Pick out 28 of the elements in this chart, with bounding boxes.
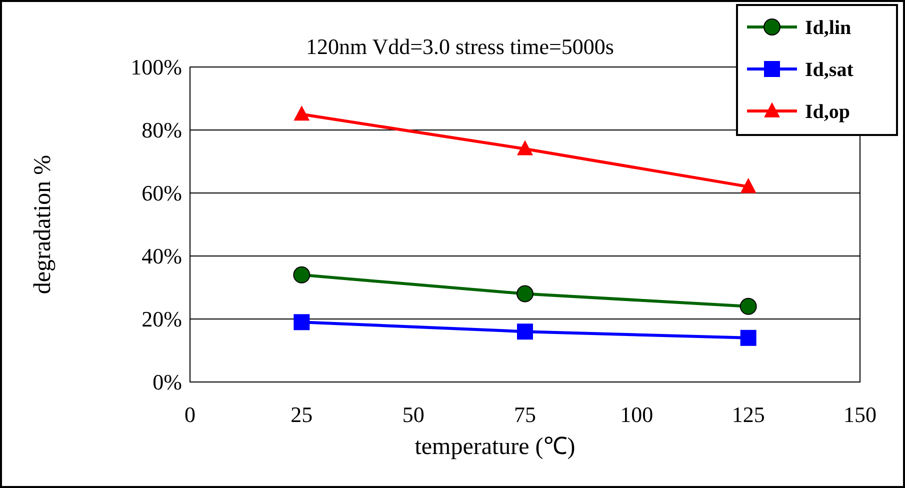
x-tick-label: 125 — [732, 402, 765, 427]
point — [294, 314, 310, 330]
y-tick-label: 0% — [152, 370, 182, 395]
x-axis-title: temperature (℃) — [414, 434, 576, 460]
point — [293, 266, 310, 284]
y-tick-label: 80% — [142, 118, 182, 143]
point — [740, 330, 756, 346]
point — [516, 285, 534, 302]
y-tick-label: 60% — [142, 180, 182, 206]
x-tick-label: 100 — [620, 402, 654, 427]
x-tick-label: 0 — [184, 402, 196, 427]
legend-label: Id,op — [805, 101, 850, 123]
point — [517, 324, 533, 340]
legend-label: Id,lin — [805, 17, 852, 39]
y-tick-label: 100% — [130, 54, 182, 80]
x-tick-label: 150 — [844, 402, 876, 427]
x-tick-label: 75 — [514, 402, 536, 427]
x-tick-label: 25 — [290, 402, 313, 427]
chart-title: 120nm Vdd=3.0 stress time=5000s — [306, 34, 614, 59]
point — [517, 140, 533, 156]
x-tick-label: 50 — [402, 402, 424, 427]
y-tick-label: 20% — [142, 306, 182, 332]
legend-label: Id,sat — [805, 59, 854, 81]
y-tick-label: 40% — [142, 244, 182, 269]
point — [740, 298, 757, 315]
point — [740, 178, 756, 194]
y-axis-title: degradation % — [30, 154, 56, 294]
point — [294, 105, 310, 121]
